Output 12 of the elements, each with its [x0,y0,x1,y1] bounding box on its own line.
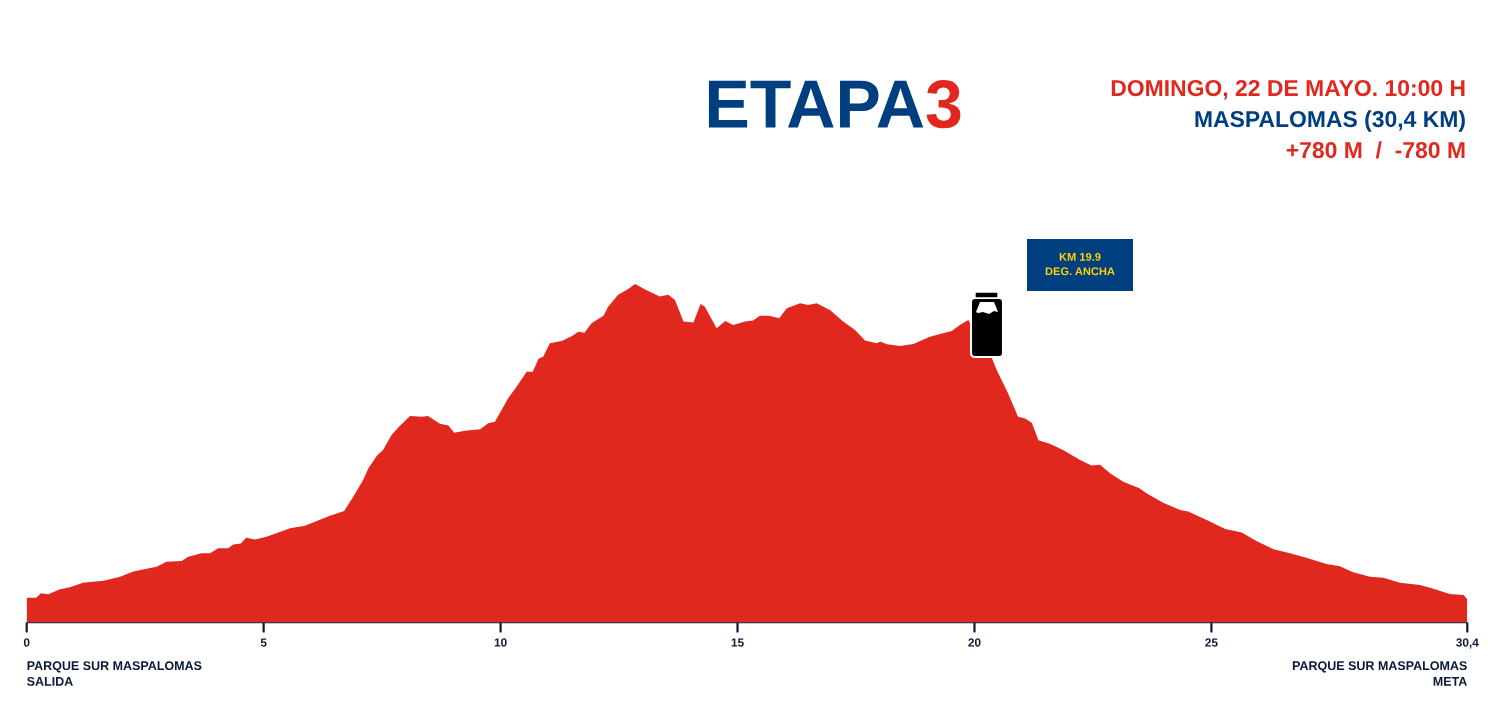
x-tick-label: 20 [968,638,981,647]
chart-title: ETAPA3 [708,80,961,129]
text: KM 19.9 DEG. ANCHA [1045,252,1115,276]
x-tick-label: 25 [1205,638,1218,647]
x-tick-label: 0 [23,638,30,647]
x-tick-label: 5 [260,638,267,647]
x-tick-label: 15 [731,638,744,647]
text: PARQUE SUR MASPALOMAS META [1292,661,1467,686]
text: PARQUE SUR MASPALOMAS SALIDA [27,661,202,686]
chart-subtitle: DOMINGO, 22 DE MAYO. 10:00 H MASPALOMAS (30,4 KM) +780 M / -780 M [1111,79,1465,159]
x-tick-label: 10 [494,638,507,647]
x-tick-label: 30,4 [1456,638,1479,649]
